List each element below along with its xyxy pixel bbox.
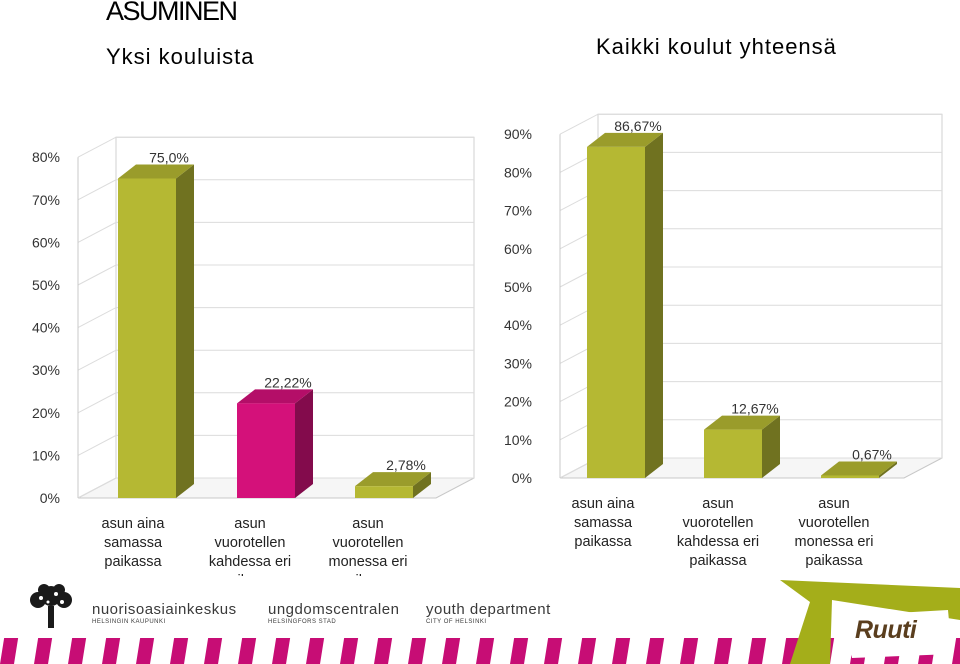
- y-tick-label: 20%: [32, 405, 60, 421]
- bar-front: [821, 475, 879, 478]
- category-label: asun aina samassa paikassa: [102, 516, 166, 570]
- bar-side: [295, 389, 313, 498]
- bar-top: [821, 461, 897, 476]
- bar-top: [587, 132, 663, 147]
- left-chart: 0% 10% 20% 30% 40% 50% 60% 70% 80% 75,0% asun aina…: [32, 136, 475, 589]
- bar-top: [237, 389, 313, 404]
- bar: [821, 461, 897, 478]
- data-label: 2,78%: [386, 457, 426, 473]
- bar-side: [413, 472, 431, 498]
- y-tick-label: 10%: [32, 447, 60, 463]
- brand-sub: HELSINGFORS STAD: [268, 619, 337, 625]
- bar: [237, 389, 313, 498]
- bar: [118, 164, 194, 498]
- category-label: asun aina samassa paikassa: [572, 496, 636, 550]
- bar-front: [237, 403, 295, 498]
- brand-youth-department: youth department CITY OF HELSINKI: [426, 601, 551, 625]
- left-chart-subtitle: Yksi kouluista: [106, 44, 255, 69]
- y-tick-label: 60%: [504, 241, 532, 257]
- brand-sub: CITY OF HELSINKI: [426, 619, 487, 625]
- y-tick-label: 0%: [512, 470, 532, 486]
- bar-side: [879, 461, 897, 478]
- brand-nuorisoasiainkeskus: nuorisoasiainkeskus HELSINGIN KAUPUNKI: [92, 601, 237, 625]
- gridline: [77, 264, 474, 286]
- brand-sub: HELSINGIN KAUPUNKI: [92, 619, 166, 625]
- gridline: [77, 349, 474, 371]
- footer-band: [0, 576, 960, 664]
- gridline: [77, 477, 474, 499]
- bar-side: [762, 415, 780, 478]
- y-tick-label: 40%: [32, 320, 60, 336]
- gridline: [559, 113, 942, 135]
- y-tick-label: 80%: [504, 164, 532, 180]
- y-tick-label: 80%: [32, 149, 60, 165]
- tree-logo-icon: [30, 584, 72, 628]
- y-tick-label: 50%: [32, 277, 60, 293]
- y-tick-label: 60%: [32, 234, 60, 250]
- y-tick-label: 20%: [504, 394, 532, 410]
- data-label: 86,67%: [614, 118, 661, 134]
- y-tick-label: 40%: [504, 317, 532, 333]
- bar-front: [704, 429, 762, 478]
- brand-name: ungdomscentralen: [268, 601, 400, 618]
- data-label: 22,22%: [264, 374, 311, 390]
- brand-ungdomscentralen: ungdomscentralen HELSINGFORS STAD: [268, 601, 399, 625]
- ruuti-logo: Ruuti: [855, 616, 917, 644]
- gridline: [77, 434, 474, 456]
- page-title: ASUMINEN: [106, 0, 238, 26]
- bar-front: [118, 178, 176, 498]
- bar-side: [645, 132, 663, 478]
- brand-name: youth department: [426, 601, 551, 618]
- y-tick-label: 50%: [504, 279, 532, 295]
- y-tick-label: 10%: [504, 432, 532, 448]
- y-tick-label: 30%: [32, 362, 60, 378]
- data-label: 75,0%: [149, 150, 189, 166]
- gridline: [77, 179, 474, 201]
- bar-side: [176, 164, 194, 498]
- bar-top: [704, 415, 780, 430]
- bar: [355, 472, 431, 498]
- bar-top: [118, 164, 194, 179]
- y-tick-label: 70%: [504, 203, 532, 219]
- bar-front: [587, 146, 645, 478]
- gridline: [77, 307, 474, 329]
- bar: [587, 132, 663, 478]
- y-tick-label: 70%: [32, 192, 60, 208]
- bar-top: [355, 472, 431, 487]
- y-tick-label: 0%: [40, 490, 60, 506]
- right-chart-subtitle: Kaikki koulut yhteensä: [596, 34, 837, 59]
- data-label: 12,67%: [731, 401, 778, 417]
- brand-name: nuorisoasiainkeskus: [92, 601, 237, 618]
- gridline: [77, 136, 474, 158]
- bar-front: [355, 486, 413, 498]
- gridline: [77, 392, 474, 414]
- data-label: 0,67%: [852, 446, 892, 462]
- gridline: [77, 221, 474, 243]
- right-chart: 0% 10% 20% 30% 40% 50% 60% 70% 80% 90% 86,67% asun …: [504, 113, 943, 569]
- bar: [704, 415, 780, 478]
- y-tick-label: 90%: [504, 126, 532, 142]
- y-tick-label: 30%: [504, 355, 532, 371]
